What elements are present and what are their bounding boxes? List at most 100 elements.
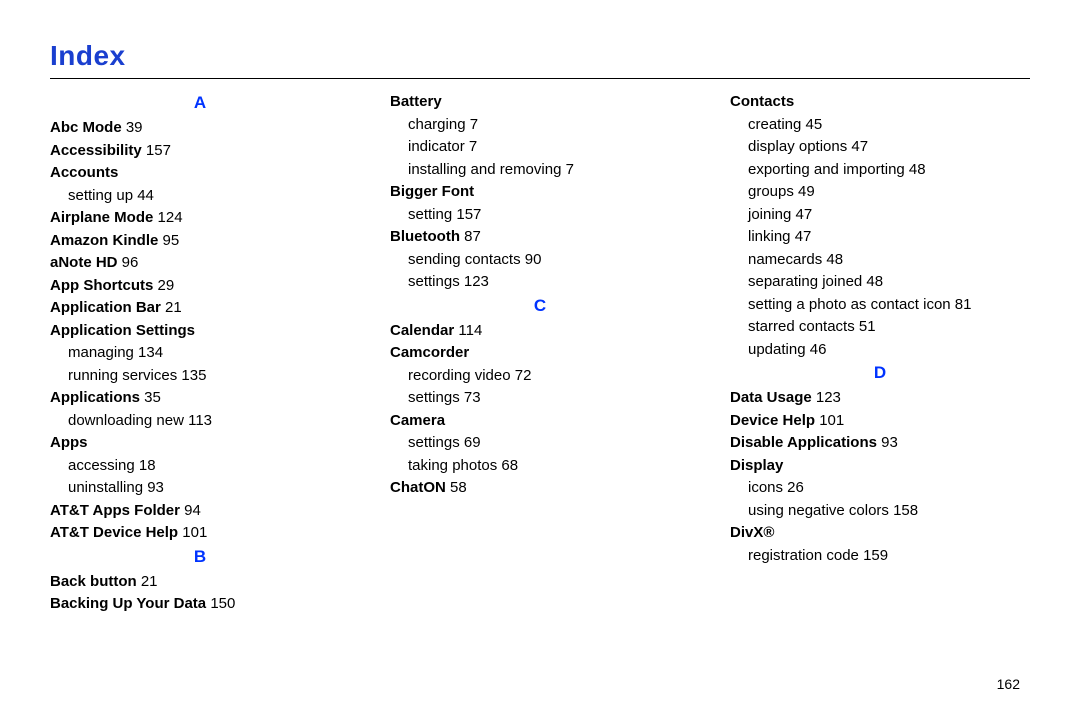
index-term: Bluetooth xyxy=(390,228,460,245)
index-page: 114 xyxy=(454,322,482,339)
index-term: Disable Applications xyxy=(730,434,877,451)
index-term: Application Settings xyxy=(50,322,195,339)
index-subentry: indicator 7 xyxy=(390,136,690,159)
index-subentry: accessing 18 xyxy=(50,455,350,478)
index-subentry: exporting and importing 48 xyxy=(730,159,1030,182)
index-page: 94 xyxy=(180,502,201,519)
index-entry: Contacts creating 45display options 47exp… xyxy=(730,91,1030,361)
index-entry: Appsaccessing 18uninstalling 93 xyxy=(50,432,350,500)
index-subentry: setting up 44 xyxy=(50,185,350,208)
index-subentry: namecards 48 xyxy=(730,249,1030,272)
index-letter: C xyxy=(390,296,690,316)
index-page: 101 xyxy=(815,412,844,429)
index-entry: ChatON 58 xyxy=(390,477,690,500)
index-page: 39 xyxy=(122,119,143,136)
index-term: DivX® xyxy=(730,524,774,541)
index-entry: Camera settings 69taking photos 68 xyxy=(390,410,690,478)
index-term: Bigger Font xyxy=(390,183,474,200)
index-entry: Battery charging 7indicator 7installing a… xyxy=(390,91,690,181)
index-subentry: recording video 72 xyxy=(390,365,690,388)
index-subentry: starred contacts 51 xyxy=(730,316,1030,339)
index-subentry: linking 47 xyxy=(730,226,1030,249)
index-subentry: updating 46 xyxy=(730,339,1030,362)
index-entry: Amazon Kindle 95 xyxy=(50,230,350,253)
index-subentry: running services 135 xyxy=(50,365,350,388)
index-page: 21 xyxy=(161,299,182,316)
index-term: Application Bar xyxy=(50,299,161,316)
index-letter: A xyxy=(50,93,350,113)
index-subentry: icons 26 xyxy=(730,477,1030,500)
index-subentry: charging 7 xyxy=(390,114,690,137)
index-subentry: taking photos 68 xyxy=(390,455,690,478)
index-term: Battery xyxy=(390,93,442,110)
index-page: 96 xyxy=(118,254,139,271)
index-subentry: using negative colors 158 xyxy=(730,500,1030,523)
index-subentry: setting a photo as contact icon 81 xyxy=(730,294,1030,317)
index-page: 124 xyxy=(153,209,182,226)
index-entry: aNote HD 96 xyxy=(50,252,350,275)
index-term: aNote HD xyxy=(50,254,118,271)
index-columns: AAbc Mode 39Accessibility 157Accountsset… xyxy=(50,91,1030,651)
index-subentry: settings 123 xyxy=(390,271,690,294)
index-subentry: display options 47 xyxy=(730,136,1030,159)
index-entry: Accessibility 157 xyxy=(50,140,350,163)
index-letter: D xyxy=(730,363,1030,383)
index-term: Calendar xyxy=(390,322,454,339)
index-term: Contacts xyxy=(730,93,794,110)
index-entry: Accounts setting up 44 xyxy=(50,162,350,207)
index-entry: Application Bar 21 xyxy=(50,297,350,320)
index-term: Abc Mode xyxy=(50,119,122,136)
index-term: ChatON xyxy=(390,479,446,496)
index-entry: Calendar 114 xyxy=(390,320,690,343)
index-term: Airplane Mode xyxy=(50,209,153,226)
index-term: Display xyxy=(730,457,783,474)
index-term: AT&T Device Help xyxy=(50,524,178,541)
index-term: App Shortcuts xyxy=(50,277,153,294)
index-entry: Backing Up Your Data 150 xyxy=(50,593,350,616)
index-term: Applications xyxy=(50,389,140,406)
index-subentry: setting 157 xyxy=(390,204,690,227)
index-entry: Camcorder recording video 72settings 73 xyxy=(390,342,690,410)
index-page: 87 xyxy=(460,228,481,245)
index-subentry: settings 73 xyxy=(390,387,690,410)
index-entry: AT&T Device Help 101 xyxy=(50,522,350,545)
index-subentry: creating 45 xyxy=(730,114,1030,137)
index-page: 150 xyxy=(206,595,235,612)
index-entry: DivX® registration code 159 xyxy=(730,522,1030,567)
page-title: Index xyxy=(50,40,1030,72)
index-entry: Abc Mode 39 xyxy=(50,117,350,140)
index-term: Backing Up Your Data xyxy=(50,595,206,612)
index-page: 21 xyxy=(137,573,158,590)
index-page: 35 xyxy=(140,389,161,406)
index-subentry: groups 49 xyxy=(730,181,1030,204)
index-subentry: settings 69 xyxy=(390,432,690,455)
index-subentry: joining 47 xyxy=(730,204,1030,227)
index-entry: Bigger Font setting 157 xyxy=(390,181,690,226)
index-subentry: installing and removing 7 xyxy=(390,159,690,182)
index-term: Data Usage xyxy=(730,389,812,406)
page-number: 162 xyxy=(997,676,1020,692)
index-entry: AT&T Apps Folder 94 xyxy=(50,500,350,523)
index-subentry: sending contacts 90 xyxy=(390,249,690,272)
index-term: Amazon Kindle xyxy=(50,232,158,249)
index-page: 157 xyxy=(142,142,171,159)
index-page: 95 xyxy=(158,232,179,249)
index-entry: Disable Applications 93 xyxy=(730,432,1030,455)
index-letter: B xyxy=(50,547,350,567)
index-entry: Bluetooth 87 sending contacts 90settings … xyxy=(390,226,690,294)
index-page: 123 xyxy=(812,389,841,406)
index-subentry: downloading new 113 xyxy=(50,410,350,433)
index-page: 58 xyxy=(446,479,467,496)
index-term: Camcorder xyxy=(390,344,469,361)
index-entry: App Shortcuts 29 xyxy=(50,275,350,298)
index-term: Camera xyxy=(390,412,445,429)
index-term: Accounts xyxy=(50,164,118,181)
index-subentry: managing 134 xyxy=(50,342,350,365)
index-entry: Airplane Mode 124 xyxy=(50,207,350,230)
index-page: 93 xyxy=(877,434,898,451)
index-subentry: separating joined 48 xyxy=(730,271,1030,294)
index-subentry: registration code 159 xyxy=(730,545,1030,568)
index-page: 101 xyxy=(178,524,207,541)
index-term: AT&T Apps Folder xyxy=(50,502,180,519)
index-term: Apps xyxy=(50,434,88,451)
